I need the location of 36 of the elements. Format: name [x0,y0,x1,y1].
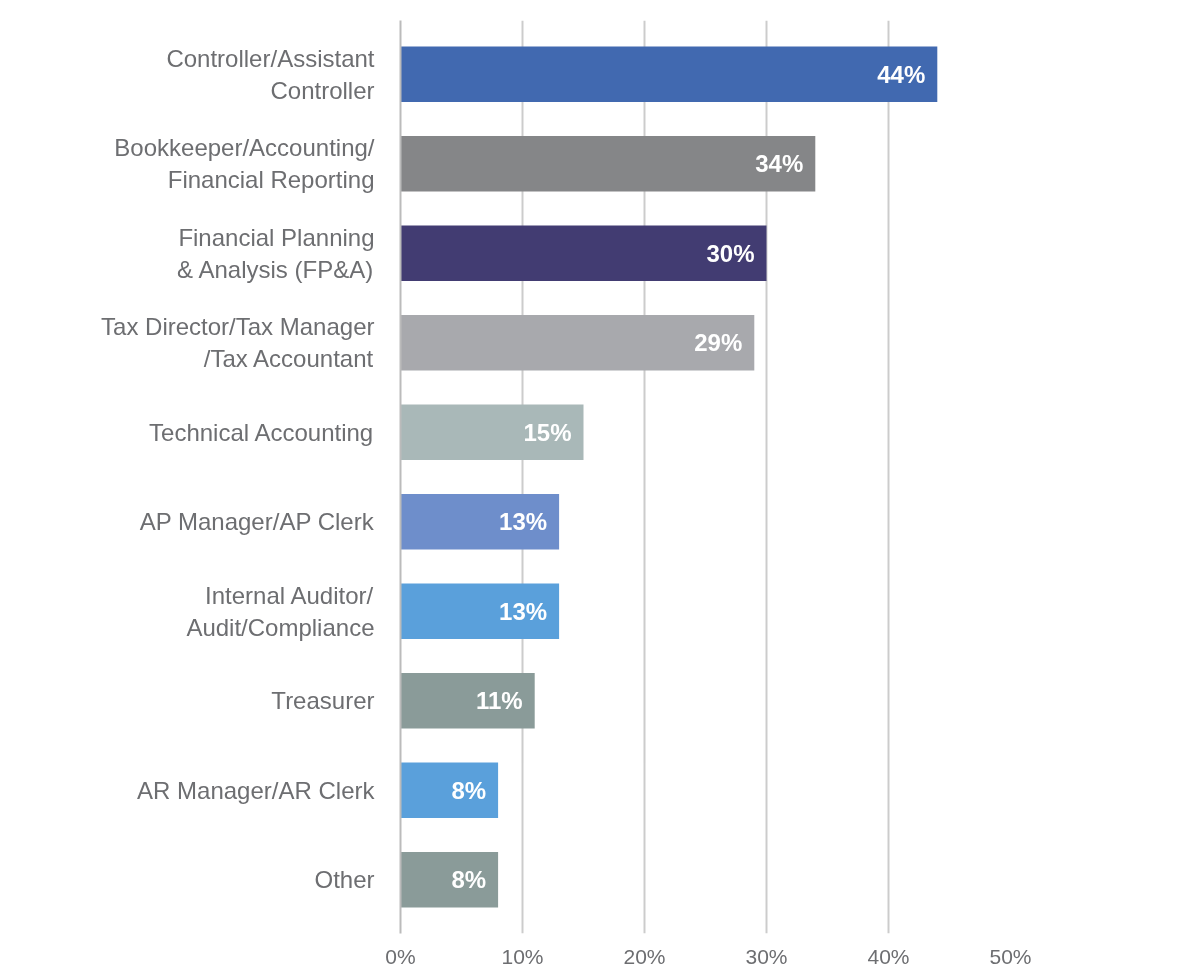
data-label: 15% [523,418,572,446]
data-label: 34% [755,150,804,178]
bar [400,583,560,640]
y-tick-label: AP Manager/AP Clerk [139,508,375,536]
bar [400,225,767,281]
y-tick-label: Bookkeeper/Accounting/ Financial Reporting [114,134,375,194]
bar [400,762,499,819]
data-label: 8% [451,776,487,804]
data-label: 13% [499,508,548,536]
x-tick-label: 0% [385,944,416,968]
y-tick-label: Technical Accounting [149,418,374,446]
data-label: 44% [877,60,926,88]
y-tick-label: AR Manager/AR Clerk [137,776,376,804]
y-tick-label: Tax Director/Tax Manager /Tax Accountant [101,313,375,373]
data-label: 13% [499,597,548,625]
bar [400,314,755,371]
bar [400,494,560,550]
y-tick-label: Treasurer [271,687,375,715]
data-label: 30% [706,239,755,267]
x-tick-label: 20% [623,944,666,968]
bar [400,673,535,729]
x-tick-label: 10% [501,944,544,968]
bar [400,46,938,102]
y-tick-label: Controller/Assistant Controller [166,44,375,104]
data-label: 29% [694,329,743,357]
y-tick-label: Internal Auditor/ Audit/Compliance [186,581,375,641]
x-tick-label: 50% [989,944,1032,968]
data-label: 11% [475,687,523,715]
bar [400,135,816,192]
y-tick-label: Other [314,866,375,894]
data-label: 8% [451,866,487,894]
bar [400,404,584,460]
x-tick-label: 40% [867,944,910,968]
x-tick-label: 30% [745,944,788,968]
bar [400,852,499,908]
y-tick-label: Financial Planning & Analysis (FP&A) [177,223,375,283]
